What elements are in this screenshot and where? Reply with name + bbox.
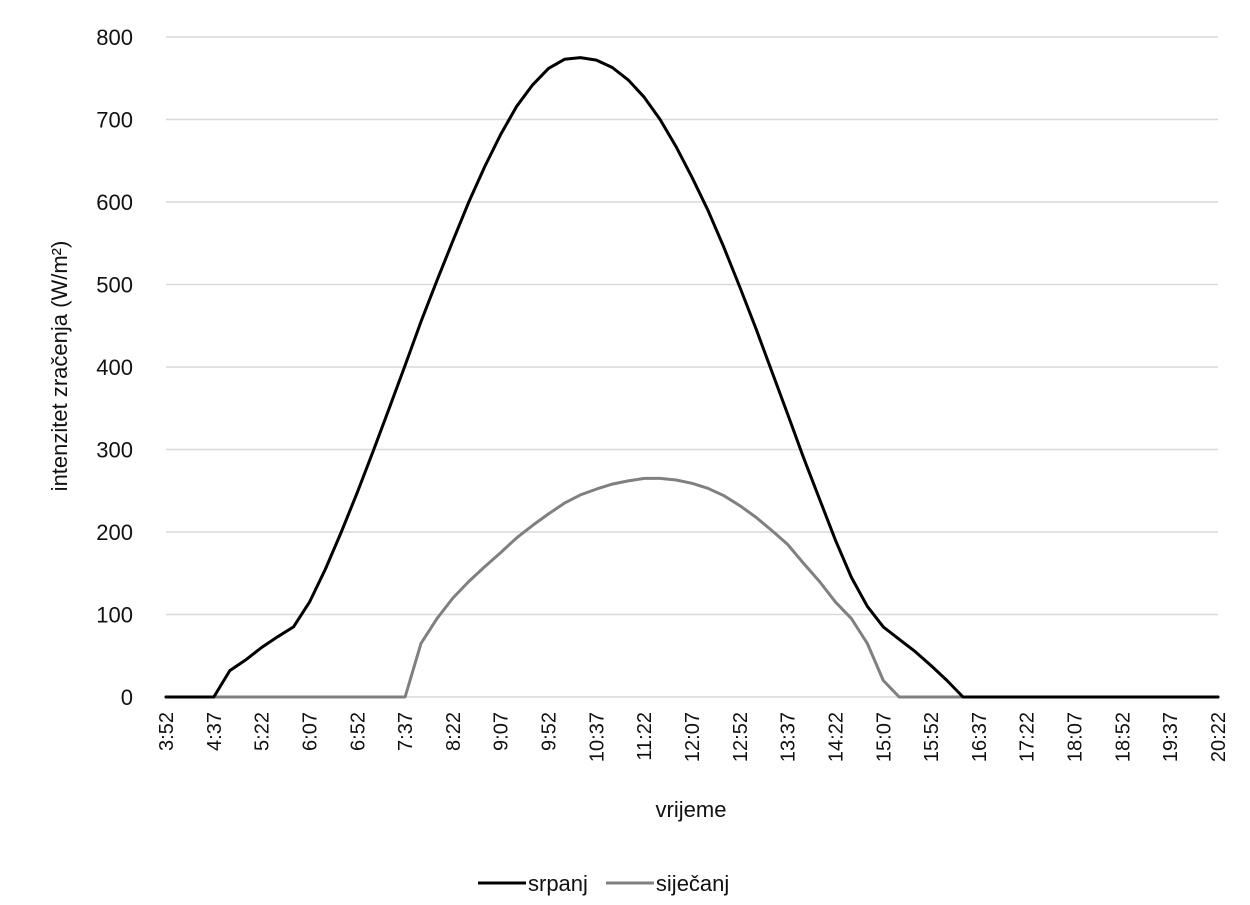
- legend-label-siječanj: siječanj: [656, 871, 729, 896]
- x-tick-label: 18:07: [1065, 712, 1087, 762]
- y-tick-label: 400: [96, 355, 133, 380]
- x-axis-ticks: 3:52 4:37 5:22 6:07 6:52 7:37 8:22 9:07 9:52 10:3…: [156, 712, 1230, 762]
- x-tick-label: 13:37: [778, 712, 800, 762]
- y-tick-label: 200: [96, 520, 133, 545]
- x-tick-label: 7:37: [395, 712, 417, 751]
- x-tick-label: 15:52: [921, 712, 943, 762]
- x-tick-label: 19:37: [1160, 712, 1182, 762]
- series-line-srpanj: [164, 56, 1220, 699]
- y-tick-label: 600: [96, 190, 133, 215]
- x-tick-label: 5:22: [252, 712, 274, 751]
- y-tick-label: 700: [96, 108, 133, 133]
- y-axis-ticks: 0 100 200 300 400 500 600 700 800: [96, 25, 133, 710]
- x-tick-label: 16:37: [969, 712, 991, 762]
- x-tick-label: 8:22: [443, 712, 465, 751]
- x-tick-label: 17:22: [1017, 712, 1039, 762]
- x-tick-label: 4:37: [204, 712, 226, 751]
- y-tick-label: 500: [96, 273, 133, 298]
- x-tick-label: 12:07: [682, 712, 704, 762]
- x-tick-label: 9:07: [491, 712, 513, 751]
- x-axis-title: vrijeme: [656, 797, 727, 822]
- x-tick-label: 9:52: [539, 712, 561, 751]
- x-tick-label: 11:22: [634, 712, 656, 761]
- y-tick-label: 800: [96, 25, 133, 50]
- x-tick-label: 15:07: [873, 712, 895, 762]
- x-tick-label: 6:52: [347, 712, 369, 751]
- legend: srpanj siječanj: [478, 871, 729, 896]
- y-axis-title: intenzitet zračenja (W/m²): [47, 241, 72, 492]
- x-tick-label: 20:22: [1208, 712, 1230, 762]
- gridlines: [166, 36, 1218, 698]
- x-tick-label: 18:52: [1112, 712, 1134, 762]
- y-tick-label: 300: [96, 438, 133, 463]
- x-tick-label: 3:52: [156, 712, 178, 751]
- x-tick-label: 12:52: [730, 712, 752, 762]
- y-tick-label: 0: [121, 685, 133, 710]
- y-tick-label: 100: [96, 603, 133, 628]
- series-layer: [164, 56, 1220, 699]
- legend-label-srpanj: srpanj: [528, 871, 588, 896]
- x-tick-label: 14:22: [825, 712, 847, 762]
- x-tick-label: 6:07: [299, 712, 321, 751]
- x-tick-label: 10:37: [586, 712, 608, 762]
- series-line-siječanj: [164, 476, 1220, 699]
